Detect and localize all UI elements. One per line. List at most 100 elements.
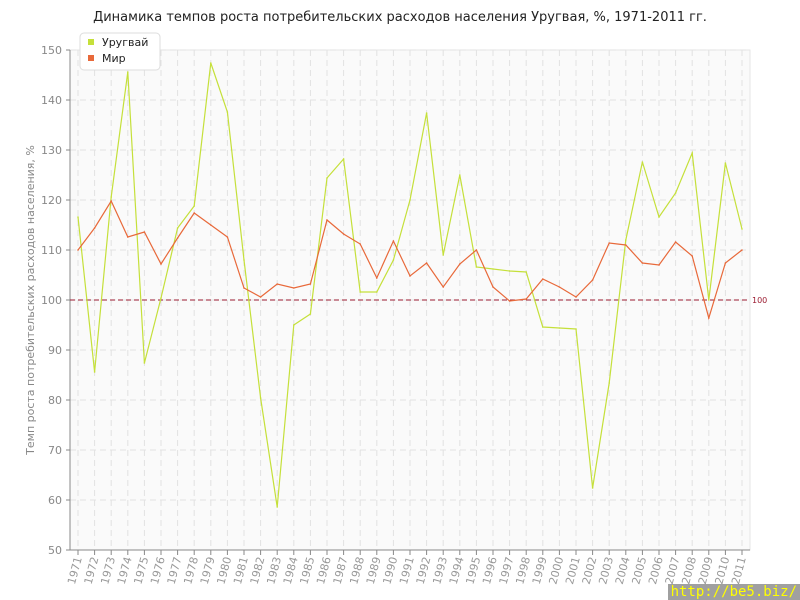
data-point <box>359 291 362 293</box>
data-point <box>309 283 312 285</box>
data-point <box>93 227 96 229</box>
data-point <box>658 216 660 218</box>
data-point <box>309 313 312 315</box>
chart-title: Динамика темпов роста потребительских ра… <box>93 10 707 25</box>
data-point <box>276 283 279 285</box>
data-point <box>591 279 594 281</box>
data-point <box>475 249 478 251</box>
data-point <box>508 300 511 302</box>
data-point <box>674 241 677 243</box>
data-point <box>542 278 544 280</box>
data-point <box>674 192 677 194</box>
data-point <box>492 286 494 288</box>
data-point <box>409 275 411 277</box>
data-point <box>591 487 594 489</box>
data-point <box>558 286 561 288</box>
data-point <box>293 324 295 326</box>
data-point <box>210 224 212 226</box>
data-point <box>392 240 395 242</box>
data-point <box>425 112 428 114</box>
data-point <box>293 287 295 289</box>
data-point <box>459 263 461 265</box>
y-tick-label: 110 <box>41 244 62 257</box>
y-tick-label: 130 <box>41 144 62 157</box>
y-axis-label: Темп роста потребительских расходов насе… <box>24 145 37 456</box>
data-point <box>741 249 743 251</box>
reference-line-label: 100 <box>752 296 767 305</box>
data-point <box>359 243 362 245</box>
legend-label: Мир <box>102 52 126 65</box>
data-point <box>326 219 328 221</box>
data-point <box>127 236 129 238</box>
data-point <box>226 111 229 113</box>
data-point <box>442 254 445 256</box>
data-point <box>724 162 727 164</box>
legend-marker <box>88 39 94 45</box>
data-point <box>243 287 245 289</box>
data-point <box>575 328 577 330</box>
legend-label: Уругвай <box>102 36 148 49</box>
data-point <box>226 236 229 238</box>
data-point <box>143 362 146 364</box>
data-point <box>160 263 162 265</box>
y-tick-label: 80 <box>48 394 62 407</box>
data-point <box>193 205 195 207</box>
watermark: http://be5.biz/ <box>667 584 800 600</box>
y-tick-label: 120 <box>41 194 62 207</box>
data-point <box>625 244 627 246</box>
data-point <box>475 266 478 268</box>
data-point <box>259 296 262 298</box>
data-point <box>160 297 162 299</box>
data-point <box>77 249 79 251</box>
data-point <box>143 231 146 233</box>
data-point <box>276 506 279 508</box>
y-tick-label: 90 <box>48 344 62 357</box>
data-point <box>724 262 727 264</box>
data-point <box>708 317 710 319</box>
y-tick-label: 70 <box>48 444 62 457</box>
data-point <box>77 216 79 218</box>
data-point <box>176 237 179 239</box>
data-point <box>625 239 627 241</box>
data-point <box>425 262 428 264</box>
data-point <box>658 264 660 266</box>
x-tick-label: 2011 <box>729 555 749 585</box>
data-point <box>127 71 129 73</box>
legend-marker <box>88 55 94 61</box>
data-point <box>558 327 561 329</box>
data-point <box>575 296 577 298</box>
data-point <box>376 277 378 279</box>
data-point <box>691 152 693 154</box>
data-point <box>525 298 527 300</box>
data-point <box>542 326 544 328</box>
data-point <box>259 397 262 399</box>
data-point <box>342 158 345 160</box>
data-point <box>243 259 245 261</box>
data-point <box>110 200 112 202</box>
y-tick-label: 150 <box>41 44 62 57</box>
data-point <box>210 62 212 64</box>
data-point <box>608 382 610 384</box>
data-point <box>608 242 610 244</box>
data-point <box>193 212 195 214</box>
data-point <box>442 286 445 288</box>
data-point <box>691 255 693 257</box>
data-point <box>525 271 527 273</box>
data-point <box>110 196 112 198</box>
data-point <box>376 291 378 293</box>
y-tick-label: 50 <box>48 544 62 557</box>
legend-box <box>79 32 161 71</box>
data-point <box>459 174 461 176</box>
data-point <box>176 227 179 229</box>
y-tick-label: 140 <box>41 94 62 107</box>
data-point <box>508 270 511 272</box>
y-tick-label: 100 <box>41 294 62 307</box>
data-point <box>342 233 345 235</box>
data-point <box>741 228 743 230</box>
data-point <box>326 177 328 179</box>
data-point <box>93 371 96 373</box>
data-point <box>492 268 494 270</box>
data-point <box>641 262 644 264</box>
